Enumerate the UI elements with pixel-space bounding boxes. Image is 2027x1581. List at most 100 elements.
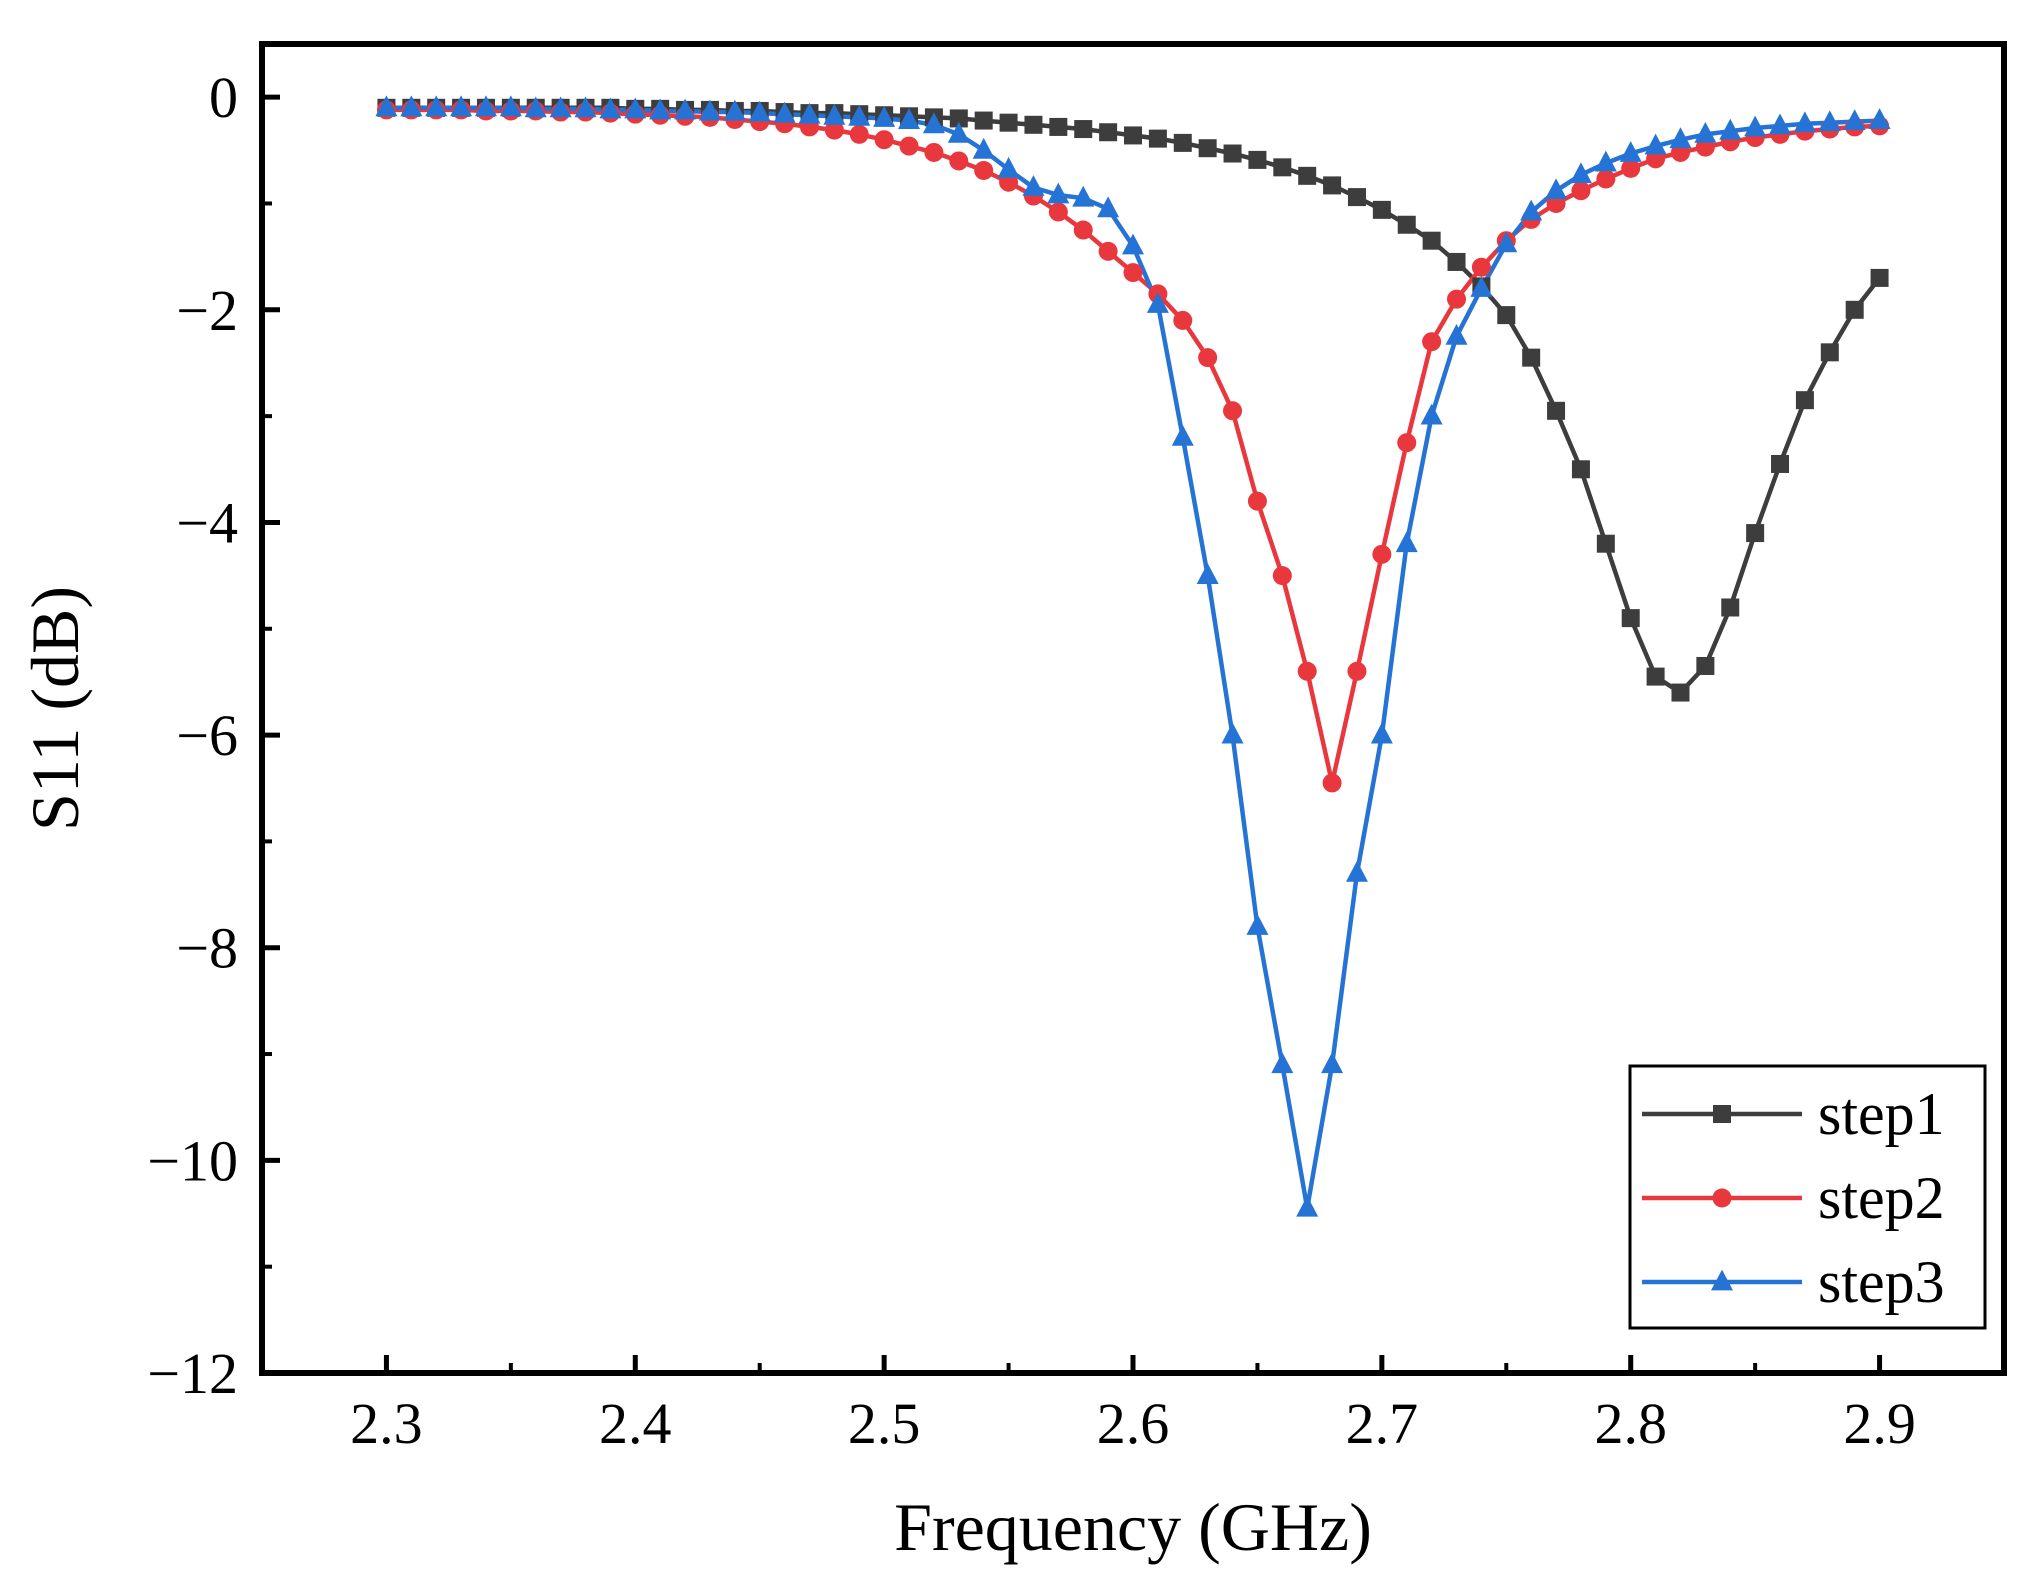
data-point-step1 bbox=[1024, 116, 1042, 134]
x-tick-label: 2.3 bbox=[350, 1391, 423, 1456]
x-tick-label: 2.7 bbox=[1346, 1391, 1419, 1456]
legend-marker bbox=[1713, 1189, 1732, 1208]
data-point-step1 bbox=[1821, 343, 1839, 361]
y-tick-label: −8 bbox=[176, 916, 238, 981]
data-point-step1 bbox=[1846, 301, 1864, 319]
data-point-step1 bbox=[975, 112, 993, 130]
data-point-step1 bbox=[1497, 306, 1515, 324]
x-tick-label: 2.6 bbox=[1097, 1391, 1170, 1456]
data-point-step3 bbox=[1446, 324, 1468, 345]
data-point-step1 bbox=[1522, 349, 1540, 367]
data-point-step1 bbox=[1099, 123, 1117, 141]
data-point-step2 bbox=[1173, 311, 1192, 330]
data-point-step3 bbox=[1296, 1196, 1318, 1217]
data-point-step1 bbox=[1771, 455, 1789, 473]
data-point-step2 bbox=[1124, 263, 1143, 282]
legend-label: step3 bbox=[1818, 1249, 1945, 1315]
y-tick-label: −4 bbox=[176, 490, 238, 555]
data-point-step3 bbox=[1869, 108, 1891, 129]
data-point-step2 bbox=[1099, 242, 1118, 261]
data-point-step2 bbox=[949, 151, 968, 170]
data-point-step1 bbox=[1671, 684, 1689, 702]
data-point-step1 bbox=[1647, 668, 1665, 686]
data-point-step1 bbox=[1323, 176, 1341, 194]
data-point-step3 bbox=[1271, 1052, 1293, 1073]
data-point-step1 bbox=[1074, 120, 1092, 138]
data-point-step3 bbox=[1421, 404, 1443, 425]
y-tick-label: −10 bbox=[147, 1128, 238, 1193]
data-point-step1 bbox=[1049, 118, 1067, 136]
series-line-step1 bbox=[386, 108, 1879, 693]
data-point-step1 bbox=[1124, 126, 1142, 144]
legend-marker bbox=[1713, 1105, 1731, 1123]
data-point-step2 bbox=[1372, 545, 1391, 564]
data-point-step2 bbox=[1422, 332, 1441, 351]
data-point-step1 bbox=[1149, 130, 1167, 148]
data-point-step1 bbox=[1572, 460, 1590, 478]
data-point-step2 bbox=[1223, 401, 1242, 420]
data-point-step1 bbox=[1000, 114, 1018, 132]
data-point-step3 bbox=[1545, 178, 1567, 199]
data-point-step1 bbox=[1696, 657, 1714, 675]
data-point-step2 bbox=[924, 143, 943, 162]
data-point-step2 bbox=[1447, 290, 1466, 309]
data-point-step1 bbox=[1373, 201, 1391, 219]
data-point-step2 bbox=[1248, 492, 1267, 511]
x-tick-labels: 2.3 2.4 2.5 2.6 2.7 2.8 2.9 bbox=[350, 1391, 1916, 1456]
data-point-step2 bbox=[1596, 170, 1615, 189]
data-point-step3 bbox=[973, 138, 995, 159]
data-point-step2 bbox=[974, 161, 993, 180]
data-point-step1 bbox=[1248, 151, 1266, 169]
data-point-step1 bbox=[1721, 598, 1739, 616]
data-point-step2 bbox=[1273, 566, 1292, 585]
data-point-step1 bbox=[1398, 216, 1416, 234]
data-point-step1 bbox=[1174, 134, 1192, 152]
data-point-step2 bbox=[1198, 348, 1217, 367]
data-point-step2 bbox=[1397, 433, 1416, 452]
data-point-step3 bbox=[1396, 531, 1418, 552]
y-axis-title: S11 (dB) bbox=[17, 586, 93, 831]
data-point-step1 bbox=[1224, 145, 1242, 163]
legend-label: step2 bbox=[1818, 1165, 1945, 1231]
data-point-step2 bbox=[1323, 773, 1342, 792]
data-point-step2 bbox=[1074, 221, 1093, 240]
data-point-step3 bbox=[1321, 1052, 1343, 1073]
data-point-step2 bbox=[1347, 662, 1366, 681]
data-point-step1 bbox=[1298, 167, 1316, 185]
data-point-step1 bbox=[1423, 232, 1441, 250]
series-markers-step2 bbox=[377, 100, 1889, 792]
data-point-step1 bbox=[1199, 139, 1217, 157]
y-tick-label: −2 bbox=[176, 278, 238, 343]
y-tick-label: −12 bbox=[147, 1341, 238, 1406]
data-point-step3 bbox=[1022, 175, 1044, 196]
data-point-step2 bbox=[900, 137, 919, 156]
legend: step1 step2 step3 bbox=[1630, 1066, 1985, 1328]
data-point-step3 bbox=[998, 157, 1020, 178]
y-tick-labels: 0−2−4−6−8−10−12 bbox=[147, 65, 238, 1406]
data-point-step2 bbox=[850, 125, 869, 144]
x-tick-label: 2.8 bbox=[1594, 1391, 1667, 1456]
x-tick-label: 2.5 bbox=[848, 1391, 921, 1456]
data-point-step3 bbox=[1246, 914, 1268, 935]
data-point-step3 bbox=[1346, 861, 1368, 882]
data-point-step3 bbox=[1371, 723, 1393, 744]
data-point-step1 bbox=[1547, 402, 1565, 420]
x-tick-label: 2.4 bbox=[599, 1391, 672, 1456]
data-point-step2 bbox=[1472, 258, 1491, 277]
data-point-step1 bbox=[1348, 188, 1366, 206]
data-point-step3 bbox=[1172, 425, 1194, 446]
data-point-step2 bbox=[1049, 202, 1068, 221]
data-point-step1 bbox=[1448, 253, 1466, 271]
data-point-step1 bbox=[1273, 158, 1291, 176]
x-axis-title: Frequency (GHz) bbox=[894, 1489, 1372, 1565]
data-point-step1 bbox=[1622, 609, 1640, 627]
data-point-step3 bbox=[1222, 723, 1244, 744]
x-tick-label: 2.9 bbox=[1843, 1391, 1916, 1456]
y-tick-label: −6 bbox=[176, 703, 238, 768]
data-point-step1 bbox=[1796, 391, 1814, 409]
plot-markers bbox=[375, 95, 1890, 1216]
legend-label: step1 bbox=[1818, 1081, 1945, 1147]
data-point-step2 bbox=[1298, 662, 1317, 681]
data-point-step1 bbox=[1746, 524, 1764, 542]
series-markers-step1 bbox=[377, 99, 1888, 702]
